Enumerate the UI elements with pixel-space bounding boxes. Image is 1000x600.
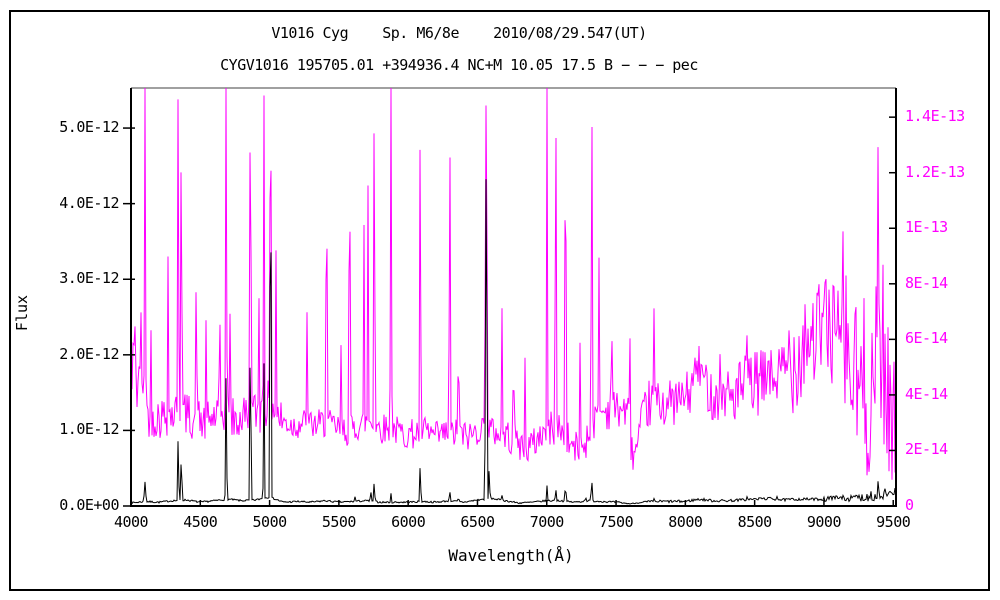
- x-axis-label-wavelength: Wavelength(Å): [448, 546, 574, 565]
- x-tick-label: 7000: [529, 513, 565, 531]
- black-spectrum-line: [131, 179, 896, 505]
- right-tick-label: 6E-14: [905, 329, 948, 348]
- x-tick-label: 8000: [668, 513, 703, 531]
- x-tick-label: 9500: [876, 513, 911, 531]
- x-tick-label: 9000: [806, 513, 842, 531]
- x-tick-label: 5500: [321, 513, 357, 531]
- title-line-1: V1016 Cyg Sp. M6/8e 2010/08/29.547(UT): [271, 24, 647, 42]
- right-tick-label: 1.2E-13: [905, 162, 965, 181]
- right-tick-label: 4E-14: [905, 384, 948, 403]
- right-tick-label: 1.4E-13: [905, 107, 965, 126]
- left-tick-label: 3.0E-12: [59, 269, 119, 288]
- magenta-spectrum-line: [131, 87, 896, 480]
- left-tick-label: 5.0E-12: [59, 118, 119, 137]
- right-tick-label: 1E-13: [905, 218, 948, 237]
- left-tick-label: 0.0E+00: [59, 496, 119, 514]
- x-tick-label: 6000: [391, 513, 426, 531]
- right-tick-label: 0: [905, 496, 914, 514]
- x-tick-label: 7500: [598, 513, 634, 531]
- right-tick-label: 8E-14: [905, 273, 948, 292]
- y-axis-label-flux: Flux: [13, 294, 31, 332]
- x-tick-label: 5000: [252, 513, 288, 531]
- x-tick-label: 6500: [460, 513, 495, 531]
- figure-border: [9, 10, 990, 591]
- title-line-2: CYGV1016 195705.01 +394936.4 NC+M 10.05 …: [220, 56, 698, 74]
- left-tick-label: 2.0E-12: [59, 344, 119, 363]
- left-tick-label: 4.0E-12: [59, 193, 119, 212]
- x-tick-label: 8500: [737, 513, 773, 531]
- right-tick-label: 2E-14: [905, 440, 948, 459]
- left-tick-label: 1.0E-12: [59, 420, 119, 439]
- x-tick-label: 4000: [113, 513, 149, 531]
- x-tick-label: 4500: [183, 513, 218, 531]
